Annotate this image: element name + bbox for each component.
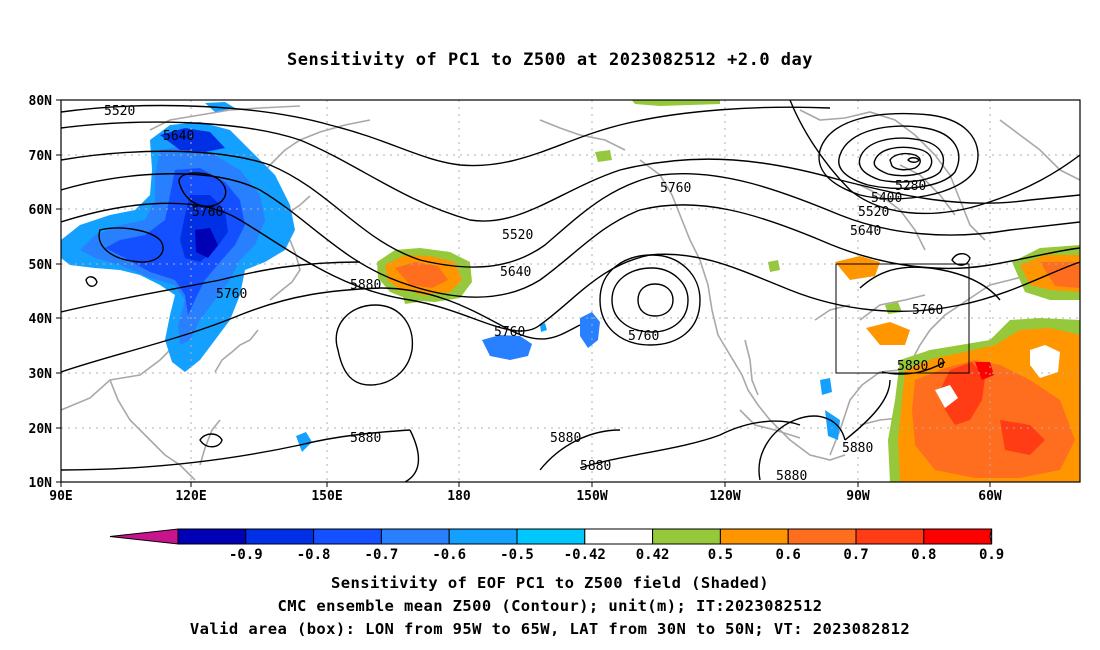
negative-sensitivity-shading — [61, 102, 840, 452]
contour-label: 5400 — [871, 191, 902, 206]
lon-tick-label: 90W — [846, 489, 870, 504]
colorbar-label: -0.6 — [432, 547, 466, 563]
colorbar: -0.9 -0.8 -0.7 -0.6 -0.5 -0.42 0.42 0.5 0.6 0.7 0.… — [109, 528, 1004, 563]
colorbar-swatch — [584, 528, 654, 545]
lon-tick-label: 90E — [49, 489, 72, 504]
colorbar-swatch — [652, 528, 721, 545]
contour-label: 5640 — [163, 129, 194, 144]
lat-tick-label: 20N — [29, 422, 53, 437]
z500-contours — [61, 100, 1080, 482]
contour-label: 5880 — [842, 441, 873, 456]
lon-tick-label: 180 — [447, 489, 471, 504]
chart-title: Sensitivity of PC1 to Z500 at 2023082512… — [286, 50, 813, 70]
lat-tick-label: 70N — [29, 149, 53, 164]
caption-shaded: Sensitivity of EOF PC1 to Z500 field (Sh… — [331, 574, 769, 592]
colorbar-label: -0.5 — [500, 547, 534, 563]
caption-valid-area: Valid area (box): LON from 95W to 65W, L… — [189, 620, 911, 638]
lat-tick-label: 30N — [29, 367, 53, 382]
colorbar-swatch — [719, 528, 789, 545]
positive-sensitivity-shading — [377, 100, 1080, 482]
lat-tick-label: 80N — [29, 94, 53, 109]
lon-tick-label: 150E — [311, 489, 342, 504]
contour-labels: 5520 5640 5760 5760 5880 5520 5640 5760 … — [104, 104, 945, 484]
colorbar-low-end — [109, 528, 179, 545]
lat-tick-label: 60N — [29, 203, 53, 218]
colorbar-label: -0.8 — [297, 547, 331, 563]
colorbar-label: -0.9 — [229, 547, 263, 563]
contour-label: 5880 — [580, 459, 611, 474]
colorbar-label: 0.9 — [979, 547, 1004, 563]
colorbar-label: -0.7 — [365, 547, 399, 563]
lon-tick-label: 60W — [978, 489, 1002, 504]
sensitivity-map: 5520 5640 5760 5760 5880 5520 5640 5760 … — [29, 94, 1081, 563]
colorbar-swatch — [177, 528, 247, 545]
contour-label: 5760 — [494, 325, 525, 340]
lat-tick-label: 40N — [29, 312, 53, 327]
contour-label: 5880 — [350, 431, 381, 446]
contour-label: 5760 — [660, 181, 691, 196]
colorbar-label: -0.42 — [564, 547, 606, 563]
lon-tick-label: 120E — [175, 489, 206, 504]
contour-label: 5880 — [897, 359, 928, 374]
contour-label: 5640 — [500, 265, 531, 280]
colorbar-label: 0.8 — [911, 547, 936, 563]
contour-label: 5520 — [104, 104, 135, 119]
contour-label: 5520 — [858, 205, 889, 220]
contour-label: 5760 — [216, 287, 247, 302]
valid-area-box — [835, 263, 970, 374]
contour-label: 5520 — [502, 228, 533, 243]
colorbar-swatch — [380, 528, 450, 545]
colorbar-swatch — [313, 528, 382, 545]
colorbar-swatch — [245, 528, 315, 545]
contour-label: 0 — [937, 357, 945, 372]
colorbar-label: 0.7 — [843, 547, 868, 563]
caption-contour: CMC ensemble mean Z500 (Contour); unit(m… — [277, 597, 823, 615]
colorbar-label: 0.42 — [636, 547, 670, 563]
colorbar-label: 0.5 — [708, 547, 733, 563]
contour-label: 5760 — [192, 205, 223, 220]
colorbar-swatch — [855, 528, 925, 545]
contour-label: 5760 — [912, 303, 943, 318]
colorbar-label: 0.6 — [776, 547, 801, 563]
lat-tick-label: 50N — [29, 258, 53, 273]
map-border — [60, 99, 1081, 483]
contour-label: 5760 — [628, 329, 659, 344]
lon-tick-label: 150W — [576, 489, 607, 504]
lat-tick-label: 10N — [29, 476, 53, 491]
colorbar-swatch — [516, 528, 586, 545]
colorbar-swatch — [787, 528, 857, 545]
colorbar-high-end — [989, 528, 993, 545]
colorbar-swatch — [448, 528, 518, 545]
lon-tick-label: 120W — [709, 489, 740, 504]
contour-label: 5280 — [895, 179, 926, 194]
contour-label: 5880 — [350, 278, 381, 293]
contour-label: 5880 — [776, 469, 807, 484]
contour-label: 5640 — [850, 224, 881, 239]
contour-label: 5880 — [550, 431, 581, 446]
colorbar-swatch — [923, 528, 993, 545]
